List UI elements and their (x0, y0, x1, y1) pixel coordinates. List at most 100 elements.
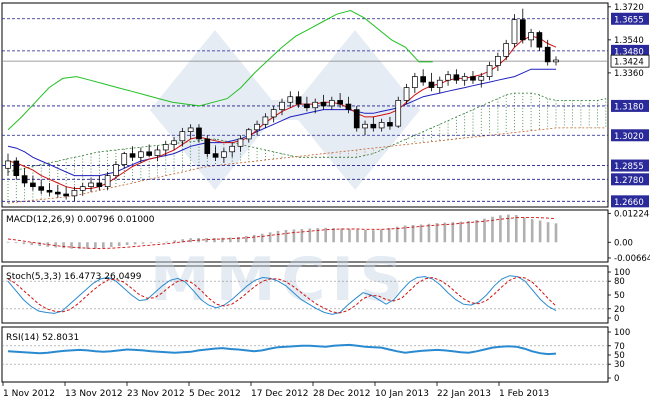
macd-title: MACD(12,26,9) 0.00796 0.01000 (6, 215, 155, 225)
candle-body (495, 56, 501, 66)
macd-histogram-bar (308, 228, 312, 243)
macd-histogram-bar (268, 232, 272, 243)
level-label: 1.3655 (614, 15, 644, 25)
price-panel-frame (1, 2, 609, 208)
candle-body (353, 109, 360, 129)
level-label: 1.2660 (614, 198, 644, 208)
candle-body (129, 153, 136, 158)
stoch-axis-label: 80 (614, 277, 625, 287)
rsi-title: RSI(14) 52.8031 (6, 333, 79, 343)
macd-histogram-bar (403, 225, 407, 243)
level-label: 1.3480 (614, 47, 644, 57)
candle-body (370, 123, 377, 129)
macd-histogram-bar (102, 242, 105, 248)
stoch-d-line (7, 276, 557, 314)
macd-histogram-bar (364, 229, 367, 243)
stoch-panel-frame (1, 265, 609, 324)
candle-body (478, 76, 485, 81)
macd-histogram-bar (387, 228, 391, 243)
macd-histogram-bar (530, 219, 534, 243)
macd-histogram-bar (435, 223, 439, 243)
macd-histogram-bar (292, 229, 296, 243)
current-price-label-bg (610, 54, 650, 68)
candle-body (204, 138, 211, 154)
macd-axis-label: -0.00664 (614, 254, 650, 264)
macd-histogram-bar (546, 222, 550, 243)
x-axis: 1 Nov 2012 13 Nov 2012 23 Nov 2012 5 Dec 20… (2, 382, 549, 399)
candle-body (179, 131, 186, 142)
chikou-span-line (7, 9, 433, 131)
rsi-axis-label: 50 (614, 351, 625, 361)
candle-body (187, 127, 194, 132)
macd-histogram-bar (507, 214, 510, 243)
candle-body (138, 151, 144, 158)
macd-histogram-bar (316, 228, 320, 243)
macd-histogram-bar (467, 220, 470, 243)
candle-body (553, 59, 559, 63)
macd-histogram-bar (538, 220, 542, 243)
stoch-axis-label: 100 (614, 268, 630, 278)
macd-histogram-bar (173, 240, 177, 243)
candle-body (38, 186, 45, 191)
candle-body (337, 100, 343, 105)
macd-histogram-bar (379, 229, 383, 243)
candle-body (54, 191, 61, 195)
rsi-axis-label: 0 (614, 374, 619, 384)
candle-body (378, 122, 385, 129)
price-panel: 1.3655 1.3480 1.3180 1.3020 1.2855 1.2780 1.26… (2, 3, 650, 208)
macd-histogram-bar (372, 230, 375, 243)
macd-histogram-bar (157, 242, 161, 244)
candle-body (221, 151, 227, 158)
macd-histogram-bar (252, 234, 256, 243)
macd-histogram-bar (475, 220, 478, 243)
macd-histogram-bar (499, 215, 502, 243)
x-axis-label: 17 Dec 2012 (251, 389, 309, 399)
macd-histogram-bar (443, 222, 447, 243)
rsi-axis-label: 30 (614, 360, 625, 370)
macd-histogram-bar (62, 242, 65, 249)
senkou-span-a-line (7, 92, 606, 173)
level-label-bg (611, 173, 649, 186)
candle-body (63, 193, 69, 197)
macd-histogram-bar (86, 242, 89, 249)
candle-body (453, 74, 460, 81)
level-label-bg (611, 44, 649, 57)
candle-body (79, 186, 86, 191)
x-axis-label: 1 Nov 2012 (3, 389, 55, 399)
candle-body (146, 151, 152, 156)
candle-body (304, 103, 310, 109)
candle-body (171, 140, 177, 145)
candle-body (503, 43, 510, 57)
candle-body (420, 76, 426, 83)
candle-body (162, 144, 169, 151)
level-label-bg (611, 195, 649, 208)
macd-panel-frame (1, 209, 609, 263)
macd-histogram-bar (30, 242, 34, 246)
candle-body (328, 100, 335, 107)
candle-body (436, 79, 443, 88)
candle-body (113, 164, 119, 176)
candle-body (362, 123, 368, 129)
level-label: 1.2780 (614, 176, 644, 186)
macd-histogram-bar (141, 242, 145, 244)
candle-body (96, 182, 103, 188)
macd-histogram-bar (213, 238, 216, 243)
candle-body (237, 138, 244, 147)
macd-histogram-bar (522, 217, 526, 243)
macd-panel: 0.01224 0.00 -0.00664 (6, 209, 650, 264)
candle-body (212, 153, 219, 158)
macd-histogram-bar (284, 229, 288, 243)
macd-histogram-bar (491, 216, 494, 243)
macd-histogram-bar (237, 237, 240, 243)
rsi-line (7, 343, 557, 356)
x-axis-label: 23 Nov 2012 (127, 389, 185, 399)
candle-body (270, 109, 277, 118)
macd-histogram-bar (554, 223, 558, 243)
macd-histogram-bar (483, 218, 486, 243)
macd-histogram-bar (324, 227, 327, 243)
macd-histogram-bar (340, 228, 343, 243)
candle-body (21, 175, 28, 184)
candle-body (104, 175, 111, 188)
